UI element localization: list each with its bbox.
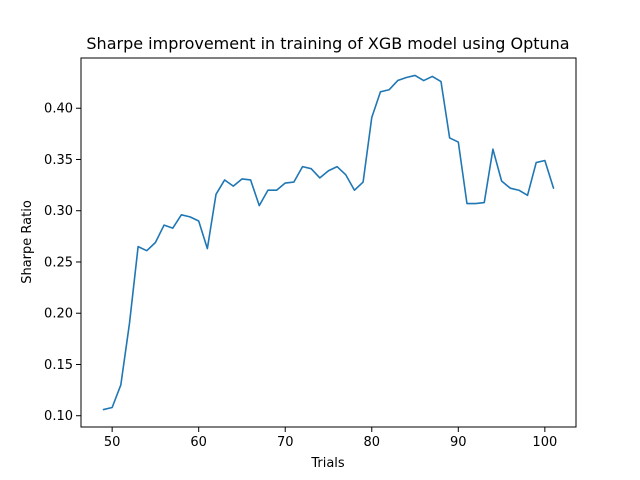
y-tick-label: 0.25 [44,255,73,270]
x-tick-label: 60 [190,435,207,450]
y-tick-label: 0.10 [44,409,73,424]
x-axis: 50 60 70 80 90 100 [104,427,557,450]
plot-area [80,57,577,428]
x-tick-label: 50 [104,435,121,450]
y-axis: 0.10 0.15 0.20 0.25 0.30 0.35 0.40 [44,102,81,424]
y-tick-label: 0.20 [44,307,73,322]
x-tick-label: 80 [363,435,380,450]
y-tick-label: 0.40 [44,102,73,117]
x-tick-label: 100 [532,435,557,450]
plot-frame [80,57,577,428]
x-axis-label: Trials [310,456,345,471]
y-tick-label: 0.15 [44,358,73,373]
x-tick-label: 90 [450,435,467,450]
series-line [102,74,555,411]
y-tick-label: 0.30 [44,204,73,219]
y-axis-label: Sharpe Ratio [20,200,35,284]
y-tick-label: 0.35 [44,153,73,168]
chart-title: Sharpe improvement in training of XGB mo… [86,34,569,53]
x-tick-label: 70 [277,435,294,450]
